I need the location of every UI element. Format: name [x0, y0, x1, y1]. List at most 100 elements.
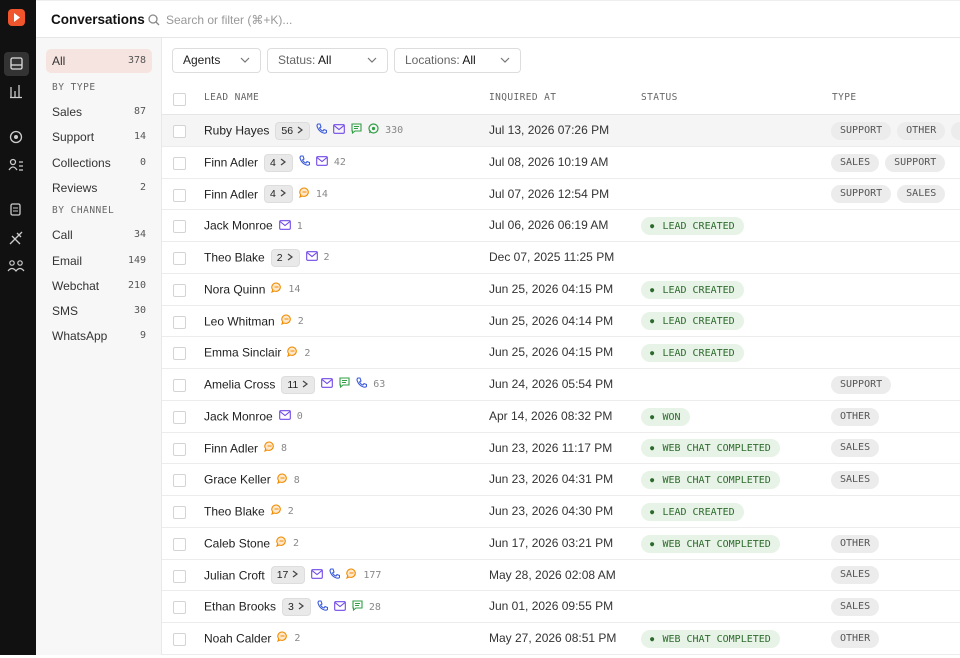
table-row[interactable]: Amelia Cross 11 63 Jun 24, 2026 05:54 PM SUP… — [162, 369, 960, 401]
table-row[interactable]: Nora Quinn 14 Jun 25, 2026 04:15 PM ● LEAD … — [162, 274, 960, 306]
table-row[interactable]: Noah Calder 2 May 27, 2026 08:51 PM ● WEB C… — [162, 623, 960, 655]
filter-item[interactable]: Support 14 — [46, 125, 152, 149]
filter-label: Sales — [52, 105, 83, 119]
lead-name: Finn Adler — [204, 155, 259, 170]
filter-label: Webchat — [52, 278, 100, 293]
type-cell: SUPPORT — [831, 369, 897, 400]
type-pill: SUPPORT — [831, 185, 892, 204]
channel-icon — [278, 211, 291, 242]
row-checkbox[interactable] — [173, 220, 186, 234]
locations-dropdown[interactable]: Locations: All — [394, 48, 521, 73]
filter-item[interactable]: Reviews 2 — [46, 176, 152, 200]
filter-item[interactable]: Call 34 — [46, 223, 152, 247]
lead-name: Ethan Brooks — [204, 599, 277, 614]
lead-cell: Finn Adler 4 42 — [204, 147, 346, 178]
status-dropdown[interactable]: Status: All — [267, 48, 388, 73]
row-checkbox[interactable] — [173, 283, 186, 297]
status-cell: ● LEAD CREATED — [641, 210, 744, 241]
status-cell: ● WEB CHAT COMPLETED — [641, 528, 780, 559]
type-pill: SUPPORT — [831, 375, 892, 394]
channel-icon — [317, 592, 328, 623]
channel-icon — [333, 115, 345, 146]
filter-item[interactable]: Sales 87 — [46, 100, 152, 124]
row-checkbox[interactable] — [173, 252, 186, 265]
thread-badge[interactable]: 11 — [281, 375, 316, 394]
table-row[interactable]: Finn Adler 8 Jun 23, 2026 11:17 PM ● WEB CH… — [162, 433, 960, 465]
status-pill: ● LEAD CREATED — [641, 502, 744, 521]
status-text: WEB CHAT COMPLETED — [662, 538, 771, 550]
filter-item[interactable]: Webchat 210 — [46, 274, 152, 298]
type-cell: OTHER — [831, 528, 885, 559]
thread-badge[interactable]: 4 — [264, 185, 293, 204]
row-checkbox[interactable] — [173, 601, 186, 615]
thread-badge[interactable]: 17 — [270, 566, 306, 585]
lead-name: Caleb Stone — [204, 536, 271, 551]
inquired-at: Dec 07, 2025 11:25 PM — [489, 250, 615, 264]
filter-item[interactable]: Collections 0 — [46, 151, 152, 175]
table-row[interactable]: Emma Sinclair 2 Jun 25, 2026 04:15 PM ● LEA… — [162, 337, 960, 369]
table-row[interactable]: Finn Adler 4 14 Jul 07, 2026 12:54 PM SUPPOR… — [162, 179, 960, 211]
channel-icon — [311, 560, 324, 591]
thread-badge[interactable]: 2 — [270, 248, 300, 267]
row-checkbox[interactable] — [173, 379, 186, 392]
message-count: 2 — [297, 315, 304, 327]
row-checkbox[interactable] — [173, 474, 186, 488]
filter-item[interactable]: Email 149 — [46, 249, 152, 273]
filter-label: Call — [52, 228, 73, 243]
row-checkbox[interactable] — [173, 347, 186, 361]
table-row[interactable]: Theo Blake 2 2 Dec 07, 2025 11:25 PM — [162, 242, 960, 274]
filter-item[interactable]: SMS 30 — [46, 299, 152, 323]
lead-name: Leo Whitman — [204, 313, 275, 328]
agents-dropdown[interactable]: Agents — [172, 48, 261, 73]
status-text: WEB CHAT COMPLETED — [662, 443, 771, 455]
column-header: STATUS — [641, 92, 678, 103]
row-checkbox[interactable] — [173, 315, 186, 329]
thread-badge[interactable]: 3 — [282, 598, 311, 617]
status-cell: ● LEAD CREATED — [641, 496, 744, 527]
row-checkbox[interactable] — [173, 442, 186, 456]
lead-cell: Leo Whitman 2 — [204, 306, 304, 337]
type-cell: OTHER — [831, 623, 885, 654]
table-row[interactable]: Jack Monroe 0 Apr 14, 2026 08:32 PM ● WON OT… — [162, 401, 960, 433]
type-cell: SALES — [831, 433, 885, 464]
search-input[interactable]: Search or filter (⌘+K)... — [166, 13, 293, 27]
lead-name: Finn Adler — [204, 186, 259, 201]
type-pill: SALES — [831, 471, 880, 490]
filter-count: 34 — [133, 229, 146, 241]
row-checkbox[interactable] — [173, 410, 186, 424]
channel-icon — [278, 401, 291, 432]
thread-badge[interactable]: 56 — [275, 121, 311, 140]
thread-count: 56 — [281, 124, 294, 137]
inquired-at: Jun 23, 2026 04:31 PM — [489, 472, 614, 487]
status-cell: ● WEB CHAT COMPLETED — [641, 433, 780, 464]
row-checkbox[interactable] — [173, 569, 186, 583]
table-row[interactable]: Julian Croft 17 177 May 28, 2026 02:08 AM SA… — [162, 560, 960, 592]
row-checkbox[interactable] — [173, 156, 186, 170]
table-row[interactable]: Caleb Stone 2 Jun 17, 2026 03:21 PM ● WEB C… — [162, 528, 960, 560]
row-checkbox[interactable] — [173, 506, 186, 519]
status-pill: ● WEB CHAT COMPLETED — [641, 471, 780, 490]
row-checkbox[interactable] — [173, 125, 186, 138]
table-row[interactable]: Jack Monroe 1 Jul 06, 2026 06:19 AM ● LEAD … — [162, 210, 960, 242]
filter-item[interactable]: WhatsApp 9 — [46, 324, 152, 348]
row-checkbox[interactable] — [173, 188, 186, 202]
table-row[interactable]: Ruby Hayes 56 330 Jul 13, 2026 07:26 PM SUPP… — [162, 115, 960, 147]
select-all-checkbox[interactable] — [173, 93, 186, 106]
thread-badge[interactable]: 4 — [264, 153, 293, 172]
row-checkbox[interactable] — [173, 633, 186, 646]
row-checkbox[interactable] — [173, 537, 186, 551]
nav-icons — [4, 9, 29, 272]
table-row[interactable]: Finn Adler 4 42 Jul 08, 2026 10:19 AM SALES S… — [162, 147, 960, 179]
table-row[interactable]: Ethan Brooks 3 28 Jun 01, 2026 09:55 PM SALE… — [162, 591, 960, 623]
status-text: WEB CHAT COMPLETED — [662, 633, 771, 645]
type-cell: SALES — [831, 464, 885, 495]
filter-count: 149 — [127, 254, 146, 266]
filter-label: Email — [52, 253, 83, 268]
table-row[interactable]: Grace Keller 8 Jun 23, 2026 04:31 PM ● WEB … — [162, 464, 960, 496]
filter-item[interactable]: All 378 — [46, 49, 152, 73]
table-row[interactable]: Theo Blake 2 Jun 23, 2026 04:30 PM ● LEAD C… — [162, 496, 960, 528]
inquired-at: Jun 01, 2026 09:55 PM — [489, 599, 614, 614]
type-cell: SALES SUPPORT — [831, 147, 951, 178]
table-row[interactable]: Leo Whitman 2 Jun 25, 2026 04:14 PM ● LEAD … — [162, 306, 960, 338]
